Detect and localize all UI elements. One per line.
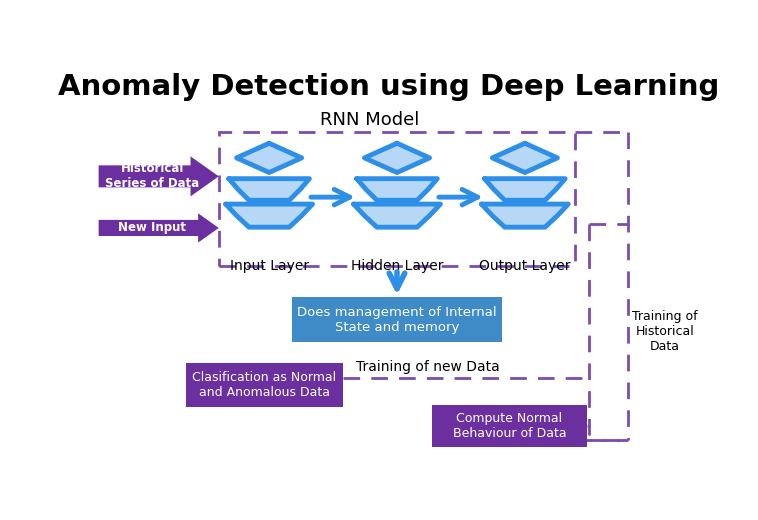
Polygon shape	[229, 179, 309, 200]
Text: Training of new Data: Training of new Data	[356, 359, 500, 373]
Polygon shape	[481, 204, 568, 227]
Text: Training of
Historical
Data: Training of Historical Data	[632, 310, 697, 354]
Polygon shape	[353, 204, 440, 227]
Text: Input Layer: Input Layer	[230, 259, 309, 273]
Text: Does management of Internal
State and memory: Does management of Internal State and me…	[297, 306, 496, 334]
Text: RNN Model: RNN Model	[320, 111, 420, 129]
Text: New Input: New Input	[118, 222, 186, 235]
FancyBboxPatch shape	[293, 297, 502, 342]
Polygon shape	[99, 213, 219, 242]
Polygon shape	[365, 143, 430, 173]
Text: Clasification as Normal
and Anomalous Data: Clasification as Normal and Anomalous Da…	[193, 371, 337, 399]
Polygon shape	[99, 157, 219, 197]
Text: Anomaly Detection using Deep Learning: Anomaly Detection using Deep Learning	[58, 73, 719, 101]
Polygon shape	[493, 143, 557, 173]
Polygon shape	[236, 143, 302, 173]
Polygon shape	[357, 179, 437, 200]
FancyBboxPatch shape	[432, 405, 587, 447]
FancyBboxPatch shape	[186, 363, 343, 407]
Text: Historical
Series of Data: Historical Series of Data	[105, 162, 199, 190]
Polygon shape	[226, 204, 312, 227]
Text: Compute Normal
Behaviour of Data: Compute Normal Behaviour of Data	[453, 412, 566, 440]
Text: Output Layer: Output Layer	[479, 259, 571, 273]
Polygon shape	[484, 179, 565, 200]
Text: Hidden Layer: Hidden Layer	[351, 259, 443, 273]
Bar	[219, 132, 575, 266]
